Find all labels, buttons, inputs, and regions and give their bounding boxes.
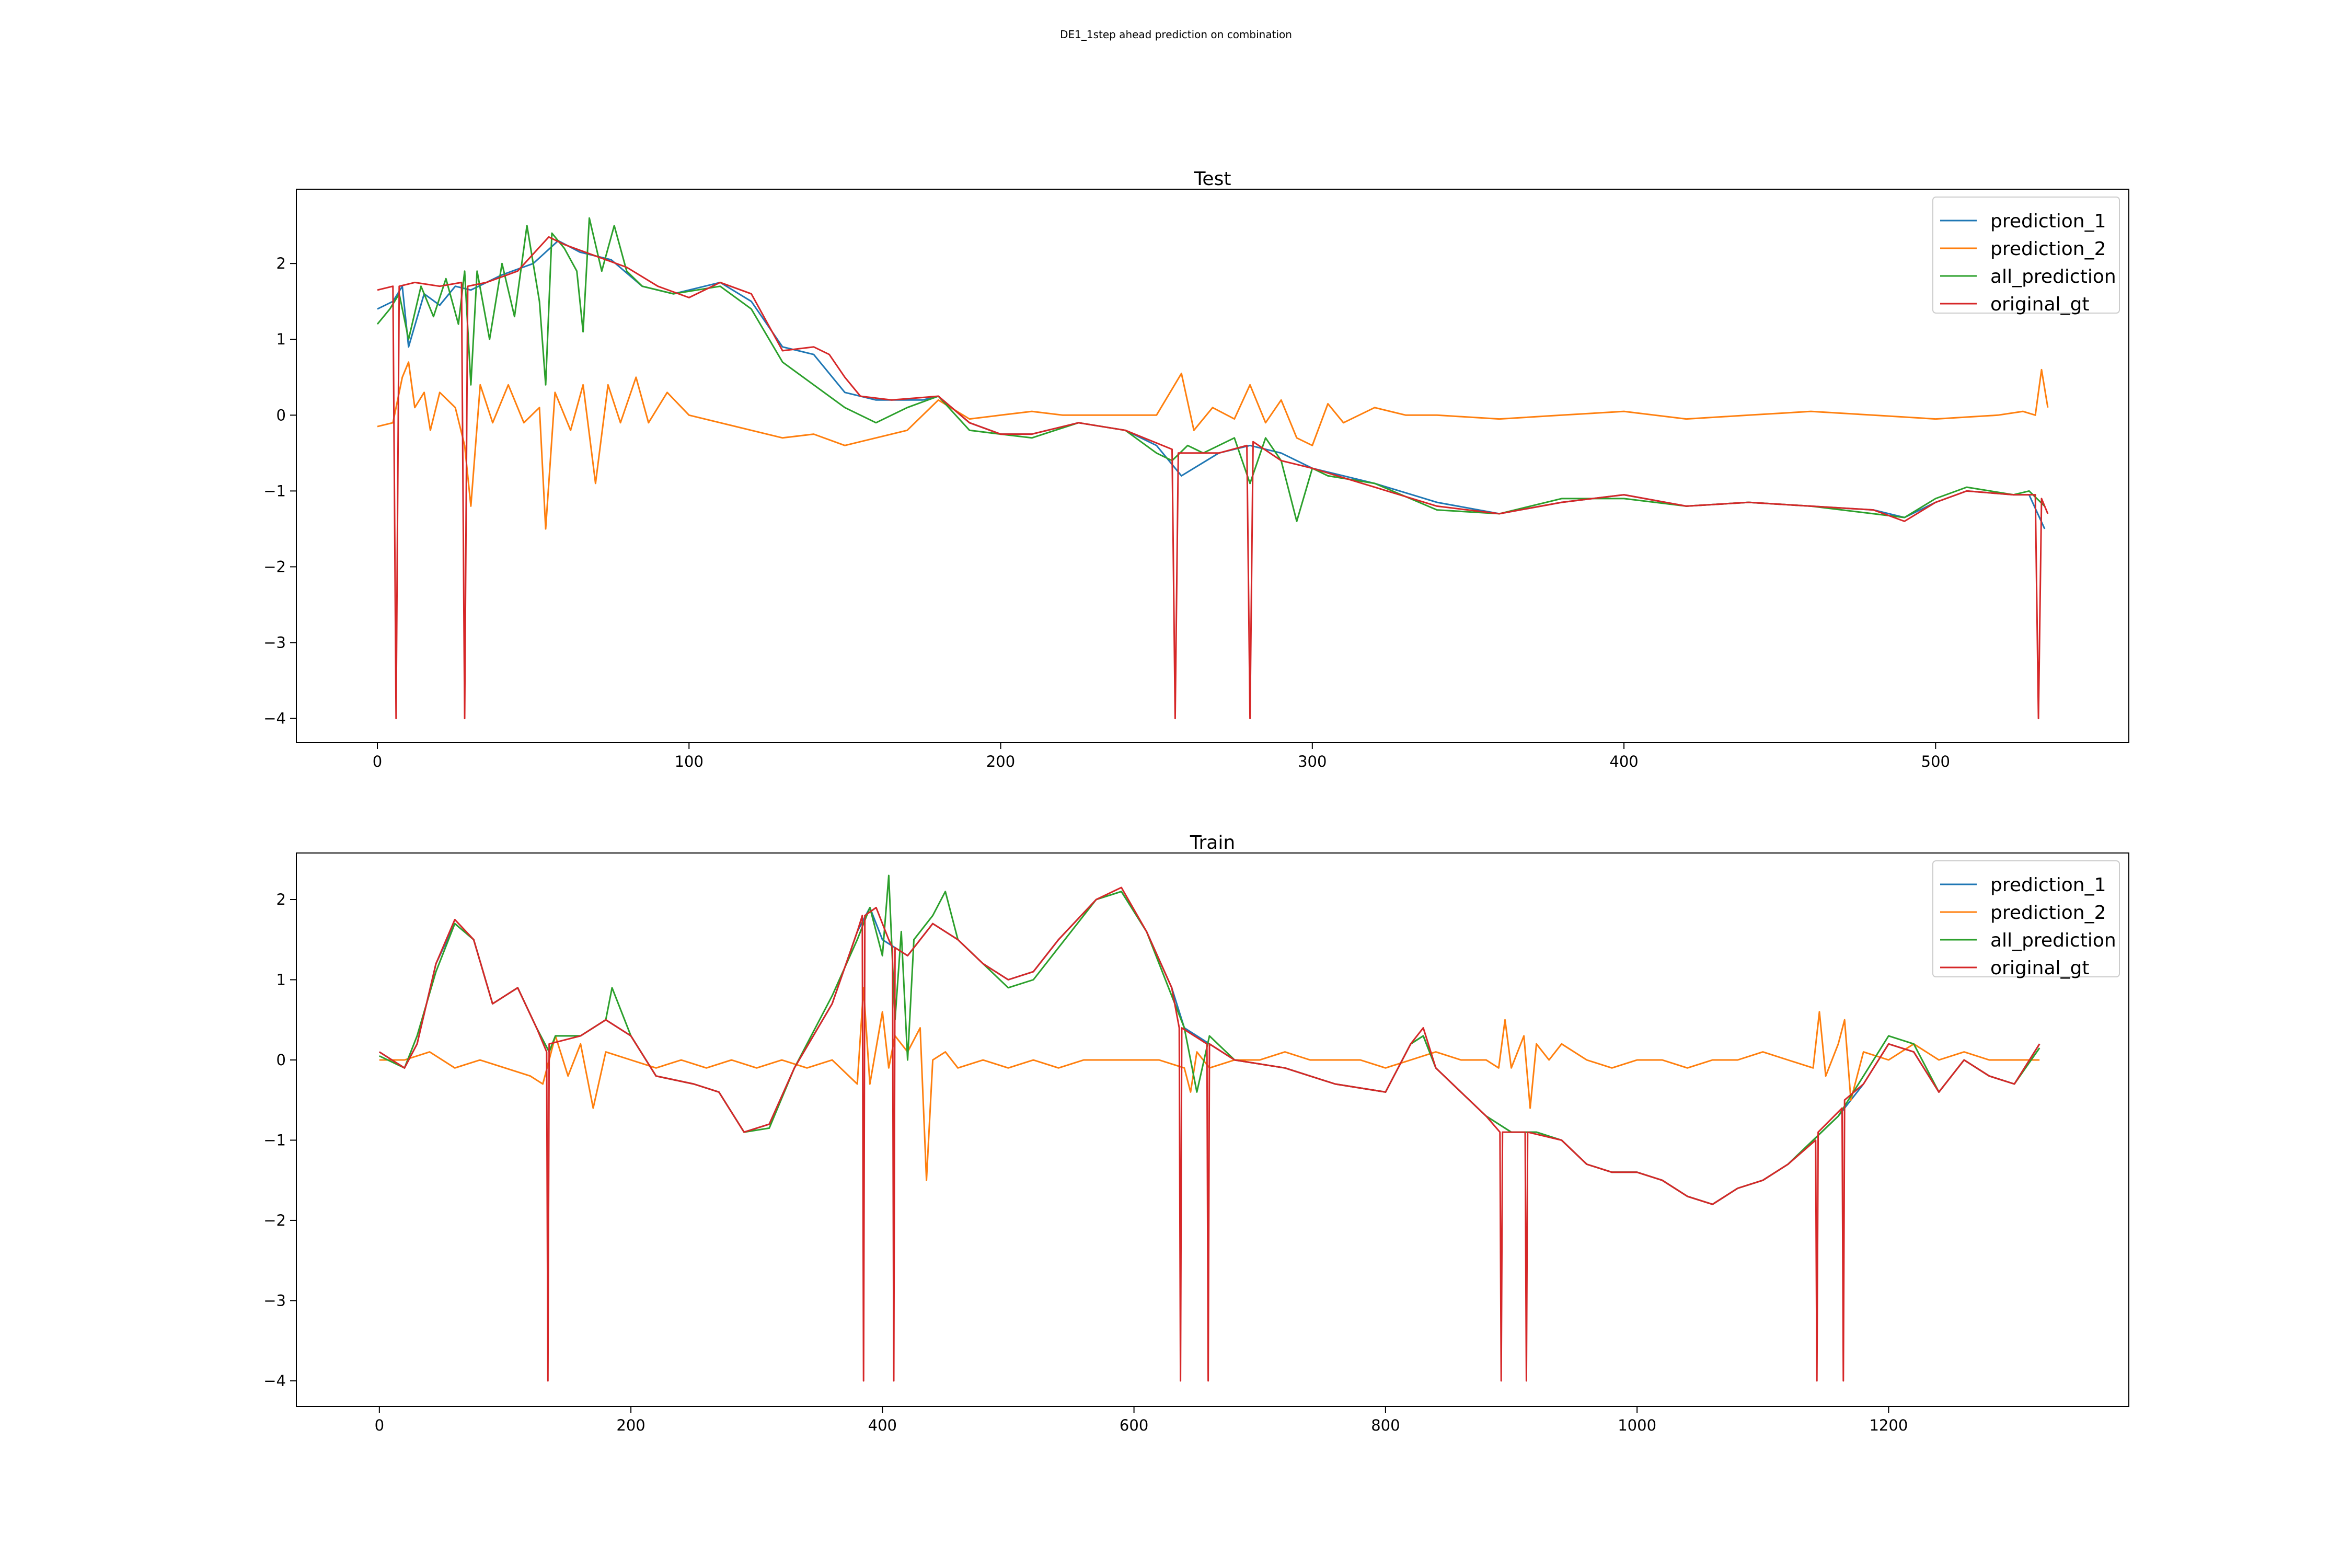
x-tick-label: 1200 [1869, 1416, 1908, 1434]
legend: prediction_1 prediction_2 all_predictionor… [1932, 197, 2120, 315]
legend-label-all_prediction: all_prediction [1990, 266, 2116, 287]
x-tick-label: 0 [373, 753, 382, 770]
series-group [378, 874, 2040, 1382]
y-tick-label: −3 [263, 1292, 286, 1309]
axes-frame [296, 852, 2129, 1407]
legend-label-prediction_2: prediction_2 [1990, 238, 2106, 260]
y-tick-label: 0 [276, 406, 286, 424]
x-tick-label: 500 [1921, 753, 1950, 770]
legend-label-original_gt: original_gt [1990, 294, 2090, 315]
y-tick-label: 2 [276, 255, 286, 272]
x-tick-label: 0 [375, 1416, 384, 1434]
test-chart: Test 0 100 200 300 400 500 −4 −3 −2 −1 0 1 2 predictio… [263, 168, 2129, 770]
axes-frame [296, 189, 2129, 743]
series-line-original_gt [377, 236, 2049, 720]
legend-label-prediction_1: prediction_1 [1990, 874, 2106, 896]
y-tick-label: 1 [276, 971, 286, 988]
chart-title: Train [1190, 832, 1235, 854]
y-tick-label: −1 [263, 1131, 286, 1149]
series-line-prediction_2 [377, 361, 2049, 530]
x-tick-label: 300 [1298, 753, 1327, 770]
legend-box [1932, 197, 2120, 314]
y-tick-label: −2 [263, 558, 286, 575]
y-tick-label: −3 [263, 634, 286, 652]
x-tick-label: 1000 [1618, 1416, 1656, 1434]
legend-box [1932, 860, 2120, 977]
x-tick-label: 200 [616, 1416, 645, 1434]
legend-label-prediction_1: prediction_1 [1990, 211, 2106, 232]
y-tick-label: −2 [263, 1212, 286, 1229]
series-line-all_prediction [376, 217, 2046, 522]
y-tick-label: 0 [276, 1051, 286, 1069]
series-group [376, 217, 2049, 720]
y-tick-label: −4 [263, 710, 286, 728]
legend-label-all_prediction: all_prediction [1990, 930, 2116, 951]
y-tick-label: −4 [263, 1372, 286, 1390]
chart-title: Test [1194, 168, 1231, 190]
figure-suptitle: DE1_1step ahead prediction on combinatio… [1060, 28, 1292, 41]
x-tick-label: 600 [1120, 1416, 1148, 1434]
x-tick-label: 200 [986, 753, 1015, 770]
legend-label-prediction_2: prediction_2 [1990, 902, 2106, 924]
legend-label-original_gt: original_gt [1990, 958, 2090, 979]
y-tick-label: 1 [276, 330, 286, 348]
x-tick-label: 800 [1371, 1416, 1400, 1434]
y-tick-label: 2 [276, 891, 286, 908]
series-line-original_gt [378, 886, 2040, 1382]
x-tick-label: 100 [675, 753, 704, 770]
x-tick-label: 400 [1609, 753, 1638, 770]
x-tick-label: 400 [868, 1416, 897, 1434]
legend: prediction_1 prediction_2 all_predictionor… [1932, 860, 2120, 979]
train-chart: Train 0 200 400 600 800 1000 1200 −4 −3 −2 −1 0 1 2 pre… [263, 832, 2129, 1434]
y-tick-label: −1 [263, 482, 286, 500]
